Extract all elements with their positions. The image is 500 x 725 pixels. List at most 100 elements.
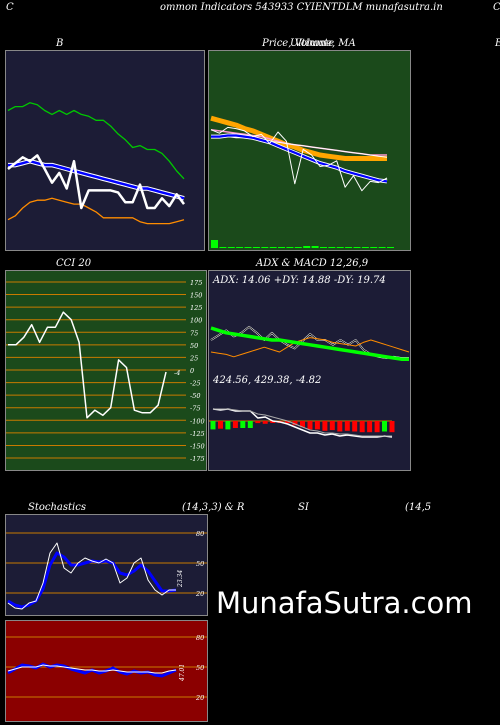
volume-bar [387,247,394,248]
volume-bar [320,247,327,248]
watermark: MunafaSutra.com [216,586,473,620]
cci-tick-label: -175 [190,455,205,463]
cci-tick-label: 0 [190,367,194,375]
price-edge-letter: E [495,38,500,49]
ma-blue-line [211,134,388,183]
rsi-title-right: (14,5 [405,502,432,513]
volume-bar [336,247,344,248]
stoch-title-left: Stochastics [28,502,86,513]
cci-tick-label: 50 [190,342,198,350]
macd-histogram-bar [314,421,320,430]
price-chart [210,115,394,248]
cci-tick-label: 150 [190,292,202,300]
rsi-chart: 80 50 20 47.01 [6,634,207,702]
macd-histogram-bar [247,421,253,428]
price-line [7,154,186,210]
cci-tick-label: 100 [190,317,202,325]
volume-bar [294,247,302,248]
macd-histogram-bar [352,421,358,432]
macd-histogram-bar [232,421,238,428]
macd-histogram-bar [322,421,328,431]
macd-histogram-bar [374,421,380,433]
rsi-tick-label: 20 [195,694,204,702]
volume-bar [328,247,336,248]
macd-histogram-bar [307,421,313,430]
volume-bar [227,247,235,248]
stoch-k-line [7,542,176,610]
macd-histogram-bar [285,421,291,424]
macd-histogram-bar [344,421,350,431]
bollinger-title: B [56,38,64,49]
macd-histogram-bar [337,421,343,432]
volume-bar [261,247,269,248]
ma-orange-line [210,115,387,161]
header-right-letter: C [493,2,500,13]
volume-bar [361,247,369,248]
stoch-current-value: 23.34 [177,570,184,588]
volume-bar [244,247,252,248]
volume-bar [345,247,353,248]
page-title: ommon Indicators 543933 CYIENTDLM munafa… [160,2,443,13]
lower-band-line [7,197,185,225]
minus-dy-line [210,337,410,358]
volume-bar [370,247,378,248]
volume-bar [353,247,361,248]
stoch-tick-label: 50 [196,560,204,568]
cci-tick-label: -125 [190,430,205,438]
rsi-panel: 80 50 20 47.01 [5,620,208,722]
adx-panel: ADX: 14.06 +DY: 14.88 -DY: 19.74 424.56,… [208,270,411,471]
macd-histogram-bar [329,421,335,431]
cci-current-value: -4 [174,369,180,377]
stoch-panel: 80 50 20 23.34 [5,514,208,616]
macd-values-label: 424.56, 429.38, -4.82 [213,375,322,386]
macd-histogram-bar [389,421,395,433]
cci-tick-label: -75 [190,405,200,413]
cci-title: CCI 20 [56,258,92,269]
price-title: Price, Volume, MA [262,38,356,49]
bollinger-chart [7,102,186,225]
stoch-title-mid: (14,3,3) & R [182,502,245,513]
rsi-tick-label: 50 [196,664,204,672]
macd-histogram-bar [262,421,268,424]
rsi-title-mid: SI [298,502,309,513]
adx-values-label: ADX: 14.06 +DY: 14.88 -DY: 19.74 [213,275,386,286]
cci-tick-label: 25 [189,354,198,362]
stochastics-chart: 80 50 20 23.34 [6,530,207,610]
rsi-current-value: 47.01 [179,664,186,682]
volume-bar [269,247,277,248]
signal-line [213,408,392,437]
volume-bar [211,240,218,248]
volume-bar [278,247,285,248]
stoch-tick-label: 80 [196,530,204,538]
middle-band-line [8,159,185,200]
cci-tick-label: 175 [190,279,202,287]
macd-histogram-bar [270,421,276,423]
volume-bar [303,246,311,248]
volume-bar [286,247,294,248]
price-panel [208,50,411,251]
macd-histogram-bar [218,421,223,429]
cci-tick-label: -50 [190,392,200,400]
cci-panel: 175 150 125 100 75 50 25 0 -25 -50 -75 -100 -125 -150… [5,270,207,471]
cci-tick-label: -150 [190,442,205,450]
volume-bar [378,247,386,248]
cci-tick-label: -100 [190,417,205,425]
macd-histogram-bar [210,421,216,430]
macd-histogram-bar [367,421,373,433]
macd-histogram-bar [240,421,246,428]
volume-bar [252,247,260,248]
cci-chart: 175 150 125 100 75 50 25 0 -25 -50 -75 -100 -125 -150… [6,279,205,463]
stoch-tick-label: 20 [195,590,204,598]
cci-line [8,311,167,419]
adx-title: ADX & MACD 12,26,9 [256,258,369,269]
macd-histogram-bar [255,421,261,424]
bollinger-panel [5,50,205,251]
macd-histogram-bar [359,421,365,433]
volume-bar [236,247,244,248]
volume-bar [311,246,319,248]
middle-band-outline [8,158,185,201]
volume-bar [219,247,227,248]
macd-histogram-bar [382,421,387,432]
macd-histogram-bar [292,421,298,426]
macd-histogram-bar [300,421,305,428]
